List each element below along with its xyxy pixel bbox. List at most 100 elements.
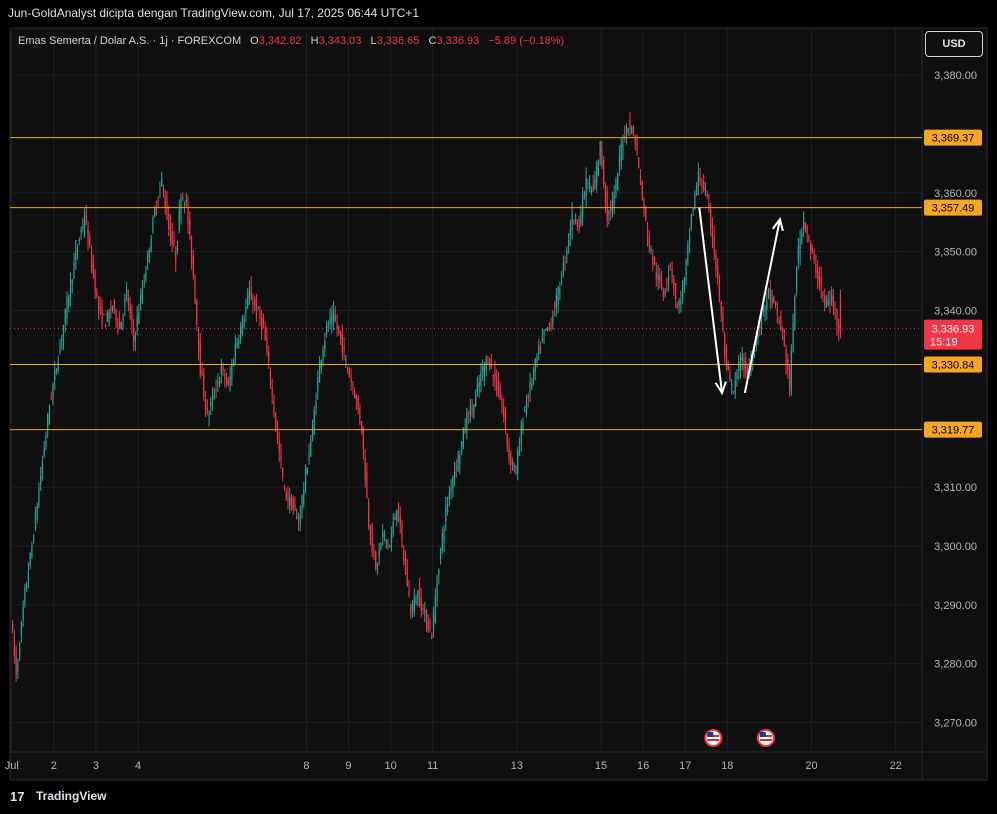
candle-body <box>308 453 310 460</box>
y-tick-label: 3,290.00 <box>934 600 977 612</box>
candle-body <box>313 410 315 434</box>
candle-body <box>480 372 482 385</box>
candle-body <box>631 127 633 133</box>
candle-body <box>306 468 308 474</box>
candle-body <box>429 626 431 629</box>
candle-body <box>154 207 156 217</box>
candle-body <box>482 366 484 373</box>
candle-body <box>764 305 766 312</box>
candle-body <box>689 234 691 243</box>
candle-body <box>653 256 656 265</box>
candle-body <box>276 426 279 439</box>
candle-body <box>576 219 578 227</box>
candle-body <box>96 290 98 296</box>
candle-body <box>418 587 421 606</box>
candle-body <box>43 448 45 456</box>
candle-body <box>645 207 647 220</box>
candle-body <box>208 413 210 418</box>
candle-body <box>745 361 747 373</box>
candle-body <box>706 194 708 198</box>
candle-body <box>673 278 675 291</box>
candle-body <box>143 281 145 284</box>
x-tick-label: 2 <box>51 760 57 772</box>
candle-body <box>197 327 200 352</box>
candle-body <box>262 319 265 326</box>
candle-body <box>204 398 207 409</box>
candle-body <box>555 294 557 308</box>
candle-body <box>610 208 612 211</box>
candle-body <box>590 188 593 194</box>
level-price-tag <box>924 421 982 438</box>
candle-body <box>529 381 531 393</box>
candle-body <box>769 288 771 300</box>
x-tick-label: 11 <box>427 760 438 772</box>
candle-body <box>287 492 289 502</box>
candle-body <box>20 622 23 638</box>
candle-body <box>71 280 73 284</box>
candle-body <box>166 200 168 220</box>
candle-body <box>478 382 480 389</box>
candle-body <box>694 192 696 210</box>
candle-body <box>52 383 54 396</box>
candle-body <box>375 552 377 568</box>
candle-body <box>567 239 570 248</box>
candle-body <box>134 335 137 342</box>
candle-body <box>497 380 500 397</box>
candle-body <box>332 310 335 323</box>
candle-body <box>245 306 247 314</box>
candle-body <box>80 230 82 234</box>
candle-body <box>727 364 729 370</box>
candle-body <box>632 126 635 137</box>
candle-body <box>773 295 775 303</box>
level-price-label: 3,369.37 <box>932 133 975 145</box>
candle-body <box>233 360 235 366</box>
candle-body <box>757 334 759 339</box>
candle-body <box>317 377 319 391</box>
x-tick-label: 4 <box>135 760 141 772</box>
candle-body <box>69 279 72 299</box>
x-tick-label: 13 <box>511 760 523 772</box>
candle-body <box>622 144 624 150</box>
y-tick-label: 3,340.00 <box>934 306 977 318</box>
candle-body <box>539 347 542 350</box>
y-tick-label: 3,350.00 <box>934 247 977 259</box>
candle-body <box>725 349 728 365</box>
candle-body <box>755 338 757 346</box>
forecast-arrow-head <box>771 217 784 232</box>
currency-button[interactable]: USD <box>925 31 983 57</box>
candle-body <box>810 243 812 252</box>
candle-body <box>520 424 522 444</box>
candle-body <box>571 212 573 231</box>
candle-body <box>681 285 684 299</box>
candle-body <box>713 235 715 252</box>
candle-body <box>385 539 387 544</box>
candle-body <box>522 422 524 430</box>
candle-body <box>753 351 756 359</box>
candle-body <box>106 312 108 321</box>
candle-body <box>138 312 140 324</box>
candle-body <box>646 226 649 238</box>
level-price-label: 3,330.84 <box>932 359 975 371</box>
candle-body <box>27 572 30 583</box>
candle-body <box>420 597 422 611</box>
candle-body <box>832 296 835 308</box>
candle-body <box>629 119 631 129</box>
candle-body <box>594 178 596 190</box>
candle-body <box>639 175 642 184</box>
candle-body <box>582 195 584 219</box>
candle-body <box>729 371 731 379</box>
candle-body <box>690 214 692 229</box>
candle-body <box>704 188 707 192</box>
candle-body <box>831 294 833 301</box>
candle-body <box>662 291 664 296</box>
candle-body <box>290 495 293 511</box>
change-value: −5.89 (−0.18%) <box>488 35 565 47</box>
candle-body <box>664 290 666 296</box>
candle-body <box>573 220 575 222</box>
candle-body <box>310 440 312 457</box>
high-label: H <box>310 35 319 47</box>
y-tick-label: 3,300.00 <box>934 541 977 553</box>
candle-body <box>234 344 236 359</box>
candle-body <box>434 597 436 623</box>
candle-body <box>82 225 84 229</box>
